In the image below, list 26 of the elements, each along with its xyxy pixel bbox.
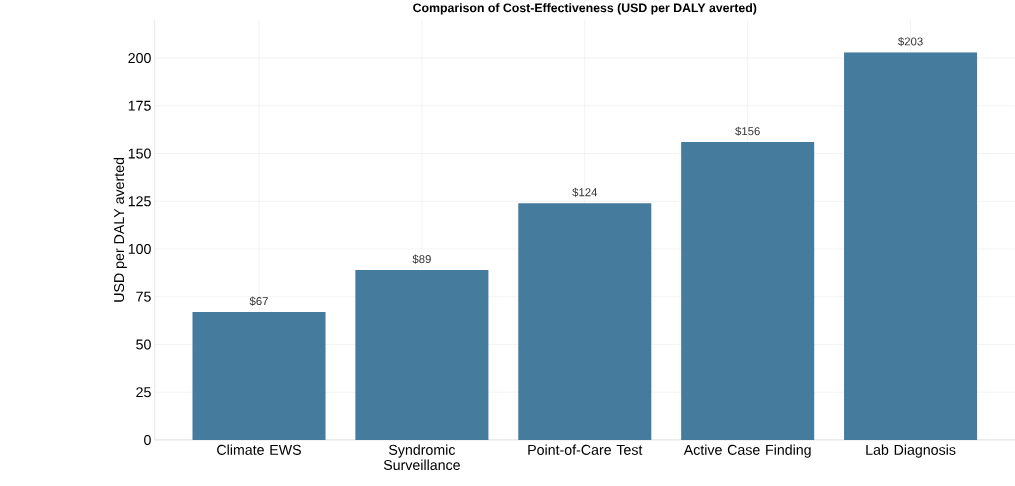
y-tick-label: 150 <box>128 148 151 159</box>
y-tick-label: 0 <box>144 435 151 446</box>
y-tick-label: 100 <box>128 244 151 255</box>
chart-title: Comparison of Cost-Effectiveness (USD per DALY averted) <box>413 3 757 15</box>
data-label: $67 <box>249 296 268 306</box>
x-tick-label: Climate EWS <box>217 444 301 456</box>
bar <box>518 203 652 441</box>
y-tick-label: 50 <box>136 339 151 350</box>
x-tick-label: Syndromic Surveillance <box>383 444 460 471</box>
data-label: $156 <box>735 126 760 136</box>
y-tick-label: 25 <box>136 387 151 398</box>
y-axis-title: USD per DALY averted <box>113 158 127 302</box>
y-tick-label: 175 <box>128 100 151 111</box>
bar <box>844 52 978 441</box>
x-tick-label: Point-of-Care Test <box>528 444 643 456</box>
data-label: $203 <box>898 37 923 47</box>
y-tick-label: 200 <box>128 53 151 64</box>
bar <box>681 142 815 441</box>
data-label: $89 <box>412 254 431 264</box>
bar <box>192 312 326 441</box>
x-tick-label: Lab Diagnosis <box>866 444 956 458</box>
bar <box>355 270 489 441</box>
x-tick-label: Active Case Finding <box>683 444 811 458</box>
y-tick-label: 75 <box>136 291 151 302</box>
data-label: $124 <box>572 187 598 198</box>
y-tick-label: 125 <box>128 196 151 207</box>
